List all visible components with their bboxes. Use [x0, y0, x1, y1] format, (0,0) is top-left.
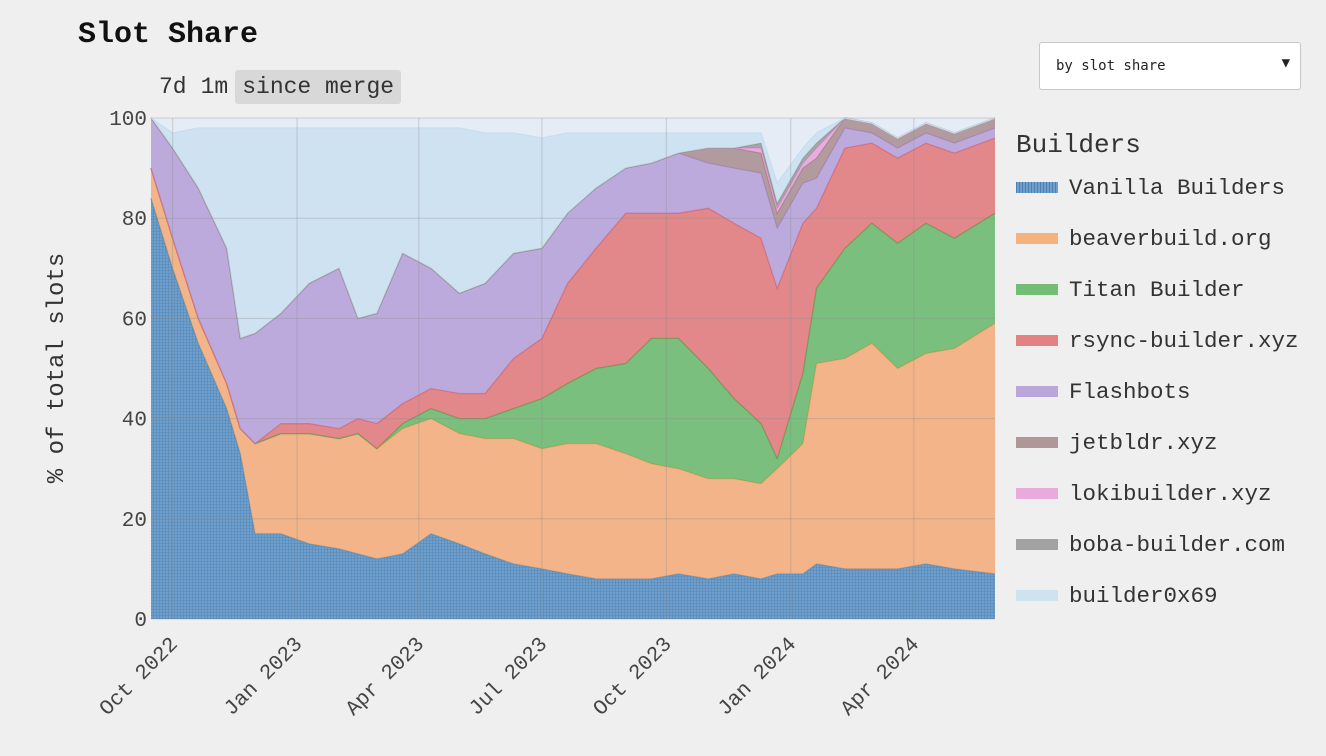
range-1m-button[interactable]: 1m	[200, 74, 229, 100]
legend-label: Titan Builder	[1069, 276, 1245, 303]
legend-swatch	[1016, 233, 1058, 244]
series-area-jetbldr-xyz[interactable]	[151, 118, 995, 339]
x-tick-label: Oct 2022	[96, 634, 184, 722]
series-area-builder0x69[interactable]	[151, 118, 995, 339]
legend-label: boba-builder.com	[1069, 531, 1286, 558]
legend-item-builder0x69[interactable]: builder0x69	[1016, 570, 1326, 621]
range-buttons: 7d 1m since merge	[152, 68, 402, 106]
legend-label: Flashbots	[1069, 378, 1191, 405]
x-axis: Oct 2022 Jan 2023 Apr 2023 Jul 2023 Oct 2023…	[96, 634, 925, 722]
sort-select[interactable]: by slot share ▼	[1039, 42, 1301, 90]
chart-title: Slot Share	[78, 18, 259, 52]
legend-label: beaverbuild.org	[1069, 225, 1272, 252]
sort-select-value: by slot share	[1056, 58, 1166, 74]
y-tick-label: 100	[109, 109, 147, 132]
legend-swatch	[1016, 182, 1058, 193]
x-tick-label: Apr 2023	[342, 634, 430, 722]
legend-item-boba-builder-com[interactable]: boba-builder.com	[1016, 519, 1326, 570]
x-tick-label: Jan 2023	[220, 634, 308, 722]
y-tick-label: 80	[122, 209, 147, 232]
legend: Builders Vanilla Builders beaverbuild.org…	[1016, 130, 1326, 621]
legend-item-lokibuilder-xyz[interactable]: lokibuilder.xyz	[1016, 468, 1326, 519]
legend-item-jetbldr-xyz[interactable]: jetbldr.xyz	[1016, 417, 1326, 468]
range-since-merge-button[interactable]: since merge	[235, 70, 402, 104]
legend-label: builder0x69	[1069, 582, 1218, 609]
series-area-vanilla-builders[interactable]	[151, 198, 995, 619]
legend-swatch	[1016, 335, 1058, 346]
chart-areas	[150, 117, 996, 619]
legend-label: jetbldr.xyz	[1069, 429, 1218, 456]
legend-title: Builders	[1016, 130, 1141, 160]
legend-swatch	[1016, 539, 1058, 550]
legend-swatch	[1016, 284, 1058, 295]
series-area-flashbots[interactable]	[151, 118, 995, 444]
legend-item-beaverbuild-org[interactable]: beaverbuild.org	[1016, 213, 1326, 264]
y-tick-label: 20	[122, 510, 147, 533]
series-area-beaverbuild-org[interactable]	[151, 168, 995, 579]
y-tick-label: 60	[122, 309, 147, 332]
slot-share-chart: 0 20 40 60 80 100 Oct 2022 Jan 2023 Apr 2023 Jul…	[44, 109, 996, 722]
series-area-rsync-builder-xyz[interactable]	[151, 138, 995, 459]
legend-item-titan-builder[interactable]: Titan Builder	[1016, 264, 1326, 315]
legend-swatch	[1016, 488, 1058, 499]
legend-label: Vanilla Builders	[1069, 174, 1286, 201]
x-tick-label: Jan 2024	[714, 634, 802, 722]
legend-items: Vanilla Builders beaverbuild.org Titan Bui…	[1016, 162, 1326, 621]
y-axis: 0 20 40 60 80 100	[109, 109, 147, 633]
legend-item-flashbots[interactable]: Flashbots	[1016, 366, 1326, 417]
caret-down-icon: ▼	[1281, 55, 1290, 71]
y-tick-label: 40	[122, 410, 147, 433]
legend-label: rsync-builder.xyz	[1069, 327, 1299, 354]
range-7d-button[interactable]: 7d	[159, 74, 187, 100]
legend-swatch	[1016, 437, 1058, 448]
legend-item-rsync-builder-xyz[interactable]: rsync-builder.xyz	[1016, 315, 1326, 366]
legend-swatch	[1016, 590, 1058, 601]
legend-swatch	[1016, 386, 1058, 397]
y-tick-label: 0	[134, 610, 147, 633]
legend-item-vanilla-builders[interactable]: Vanilla Builders	[1016, 162, 1326, 213]
series-line-builder0x69	[150, 117, 996, 185]
chart-grid	[151, 117, 995, 620]
x-tick-label: Jul 2023	[465, 634, 553, 722]
x-tick-label: Apr 2024	[837, 634, 925, 722]
x-tick-label: Oct 2023	[590, 634, 678, 722]
series-area-titan-builder[interactable]	[151, 168, 995, 484]
legend-label: lokibuilder.xyz	[1069, 480, 1272, 507]
y-axis-label: % of total slots	[44, 253, 71, 483]
